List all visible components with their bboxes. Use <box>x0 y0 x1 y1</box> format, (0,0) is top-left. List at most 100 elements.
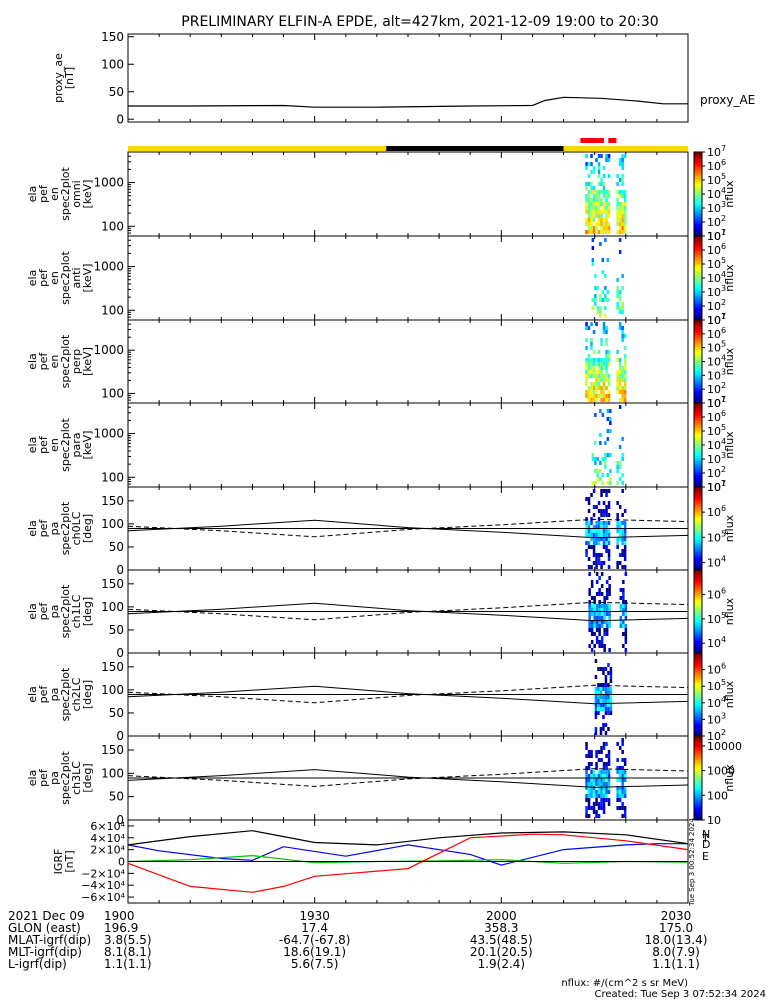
colorbar-cell-ch3LC <box>694 759 702 762</box>
spec-cell-omni <box>592 198 596 202</box>
spec-cell-ch1LC <box>624 608 628 612</box>
spec-cell-perp <box>595 374 598 378</box>
spec-cell-ch2LC <box>599 695 603 699</box>
ytick-label-igrf: −2×10⁴ <box>81 867 125 880</box>
colorbar-cell-ch0LC <box>694 565 702 569</box>
spec-cell-ch2LC <box>607 687 610 691</box>
spec-cell-anti <box>601 290 605 294</box>
colorbar-cell-ch1LC <box>694 611 702 615</box>
spec-cell-ch3LC <box>623 786 627 790</box>
spec-cell-para <box>621 457 624 461</box>
colorbar-cell-para <box>694 461 702 465</box>
ylabel-ch1LC-1: pef <box>37 602 50 621</box>
spec-cell-omni <box>587 194 591 198</box>
colorbar-cell-perp <box>694 328 702 331</box>
colorbar-cell-anti <box>694 315 702 319</box>
ylabel-perp-4: perp <box>70 349 83 374</box>
spec-cell-ch1LC <box>624 604 628 608</box>
spec-cell-para <box>606 417 610 421</box>
footer-row-value: 8.0(7.9) <box>652 945 700 959</box>
colorbar-cell-ch3LC <box>694 784 702 787</box>
ylabel-ch1LC-0: ela <box>26 603 39 620</box>
spec-cell-omni <box>607 158 611 162</box>
spec-cell-ch2LC <box>604 711 608 715</box>
spec-cell-ch2LC <box>607 691 610 695</box>
ylabel-proxy_ae-0: proxy_ae <box>52 53 65 103</box>
spec-cell-omni <box>587 226 591 230</box>
spec-cell-ch1LC <box>593 616 596 620</box>
spec-cell-ch0LC <box>592 545 596 549</box>
spec-cell-ch3LC <box>585 754 588 758</box>
spec-cell-omni <box>621 226 624 230</box>
spec-cell-ch0LC <box>600 525 603 529</box>
spec-cell-ch0LC <box>600 509 603 513</box>
spec-cell-ch0LC <box>585 533 588 537</box>
spec-cell-omni <box>585 218 588 222</box>
spec-cell-omni <box>595 198 598 202</box>
colorbar-cell-ch0LC <box>694 495 702 498</box>
spec-cell-omni <box>585 166 588 170</box>
spec-cell-anti <box>591 246 595 250</box>
colorbar-cell-ch3LC <box>694 767 702 771</box>
footer-row-value: 358.3 <box>484 921 518 935</box>
colorbar-cell-ch1LC <box>694 590 702 594</box>
spec-cell-ch2LC <box>604 723 608 727</box>
footer-row-value: 1930 <box>299 909 330 923</box>
spec-cell-omni <box>597 210 601 214</box>
ylabel-ch2LC-1: pef <box>37 685 50 704</box>
spec-cell-ch3LC <box>602 786 606 790</box>
spec-cell-ch2LC <box>594 691 598 695</box>
spec-cell-para <box>616 461 619 465</box>
footer-row-value: 18.6(19.1) <box>283 945 346 959</box>
spec-cell-ch0LC <box>587 529 591 533</box>
spec-cell-para <box>606 481 610 485</box>
ylabel-omni-2: en <box>48 187 61 201</box>
spec-cell-omni <box>623 206 627 210</box>
spec-cell-perp <box>592 386 596 390</box>
spec-cell-ch1LC <box>593 608 596 612</box>
spec-cell-ch2LC <box>604 707 608 711</box>
ylabel-ch3LC-3: spec2plot <box>59 751 72 805</box>
colorbar-cell-omni <box>694 198 702 201</box>
colorbar-cell-perp <box>694 336 702 340</box>
colorbar-cell-anti <box>694 248 702 252</box>
spec-cell-para <box>621 453 624 457</box>
spec-cell-ch3LC <box>585 778 588 782</box>
spec-cell-omni <box>618 194 622 198</box>
spec-cell-para <box>594 457 597 461</box>
spec-cell-ch3LC <box>602 802 606 806</box>
spec-cell-ch2LC <box>609 675 613 679</box>
spec-cell-ch0LC <box>607 489 611 493</box>
colorbar-cell-ch3LC <box>694 815 702 819</box>
spec-cell-perp <box>618 322 622 326</box>
spec-cell-omni <box>597 174 601 178</box>
spec-cell-ch1LC <box>590 648 594 652</box>
ytick-label-igrf: −4×10⁴ <box>81 879 125 892</box>
colorbar-cell-ch3LC <box>694 748 702 752</box>
created-stamp: Created: Tue Sep 3 07:52:34 2024 <box>595 989 767 1000</box>
spec-cell-ch0LC <box>585 517 588 521</box>
ylabel-ch2LC-5: [deg] <box>81 680 94 709</box>
spec-cell-anti <box>616 302 619 306</box>
spec-cell-ch3LC <box>605 762 608 766</box>
spec-cell-ch3LC <box>592 778 596 782</box>
spec-cell-ch0LC <box>595 561 598 565</box>
spec-cell-omni <box>602 230 606 234</box>
colorbar-cell-para <box>694 453 702 456</box>
spec-cell-ch2LC <box>599 707 603 711</box>
spec-cell-ch3LC <box>621 758 624 762</box>
spec-cell-para <box>618 445 622 449</box>
colorbar-cell-ch3LC <box>694 754 702 758</box>
spec-cell-omni <box>605 230 608 234</box>
colorbar-cell-ch1LC <box>694 582 702 586</box>
spec-cell-ch3LC <box>597 778 601 782</box>
ylabel-anti-0: ela <box>26 270 39 287</box>
spec-cell-anti <box>618 290 622 294</box>
colorbar-title-ch0LC: nflux <box>723 514 736 542</box>
spec-cell-ch0LC <box>597 537 601 541</box>
spec-cell-ch3LC <box>587 790 591 794</box>
colorbar-title-anti: nflux <box>723 264 736 292</box>
spec-cell-omni <box>607 202 611 206</box>
spec-cell-ch1LC <box>603 604 606 608</box>
spec-cell-ch0LC <box>602 521 606 525</box>
